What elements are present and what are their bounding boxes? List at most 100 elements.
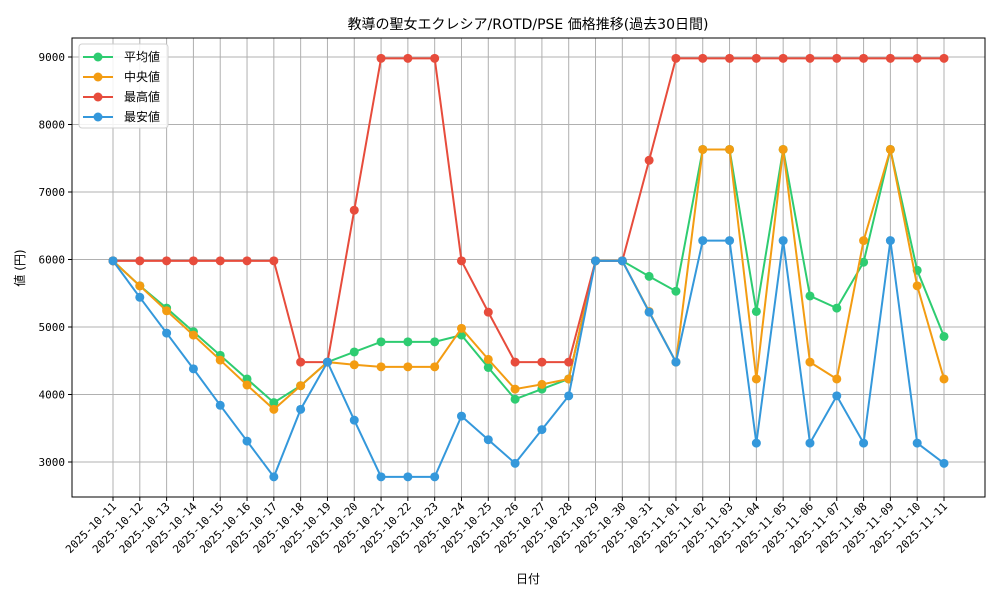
data-point bbox=[135, 281, 145, 291]
legend-item: 最高値 bbox=[83, 89, 160, 104]
data-point bbox=[430, 362, 440, 372]
data-point bbox=[751, 53, 761, 63]
data-point bbox=[430, 53, 440, 63]
data-point bbox=[751, 374, 761, 384]
data-point bbox=[805, 53, 815, 63]
data-point bbox=[617, 256, 627, 266]
data-point bbox=[912, 438, 922, 448]
data-point bbox=[349, 415, 359, 425]
data-point bbox=[912, 53, 922, 63]
data-point bbox=[885, 53, 895, 63]
data-point bbox=[751, 438, 761, 448]
x-axis-ticks: 2025-10-112025-10-122025-10-132025-10-14… bbox=[63, 497, 950, 556]
data-point bbox=[349, 360, 359, 370]
data-point bbox=[510, 458, 520, 468]
data-point bbox=[671, 357, 681, 367]
data-point bbox=[644, 271, 654, 281]
data-point bbox=[671, 53, 681, 63]
data-point bbox=[510, 384, 520, 394]
data-point bbox=[671, 286, 681, 296]
data-point bbox=[537, 425, 547, 435]
legend-label: 最安値 bbox=[124, 109, 160, 124]
data-point bbox=[778, 144, 788, 154]
data-point bbox=[778, 236, 788, 246]
series-line bbox=[108, 236, 949, 482]
data-point bbox=[456, 256, 466, 266]
plot-frame bbox=[71, 37, 986, 498]
legend-item: 最安値 bbox=[83, 109, 160, 124]
data-point bbox=[832, 53, 842, 63]
y-tick-label: 7000 bbox=[39, 186, 66, 199]
data-point bbox=[591, 256, 601, 266]
data-point bbox=[349, 205, 359, 215]
y-tick-label: 9000 bbox=[39, 51, 66, 64]
data-point bbox=[805, 438, 815, 448]
data-point bbox=[162, 256, 172, 266]
data-point bbox=[376, 362, 386, 372]
legend-label: 最高値 bbox=[124, 89, 160, 104]
data-point bbox=[939, 458, 949, 468]
series-line bbox=[108, 144, 949, 414]
series-line bbox=[108, 144, 949, 408]
data-point bbox=[912, 281, 922, 291]
data-point bbox=[269, 256, 279, 266]
data-series bbox=[108, 53, 949, 482]
data-point bbox=[349, 347, 359, 357]
data-point bbox=[376, 53, 386, 63]
data-point bbox=[215, 256, 225, 266]
data-point bbox=[215, 400, 225, 410]
data-point bbox=[859, 438, 869, 448]
legend-item: 平均値 bbox=[83, 49, 160, 64]
chart-title: 教導の聖女エクレシア/ROTD/PSE 価格推移(過去30日間) bbox=[348, 16, 709, 33]
data-point bbox=[832, 391, 842, 401]
data-point bbox=[483, 307, 493, 317]
data-point bbox=[296, 404, 306, 414]
data-point bbox=[403, 53, 413, 63]
legend-label: 平均値 bbox=[124, 49, 160, 64]
data-point bbox=[456, 323, 466, 333]
y-tick-label: 8000 bbox=[39, 119, 66, 132]
data-point bbox=[537, 357, 547, 367]
data-point bbox=[564, 391, 574, 401]
legend-label: 中央値 bbox=[124, 69, 160, 84]
data-point bbox=[188, 256, 198, 266]
y-tick-label: 4000 bbox=[39, 389, 66, 402]
data-point bbox=[698, 53, 708, 63]
data-point bbox=[725, 236, 735, 246]
data-point bbox=[698, 236, 708, 246]
series-line bbox=[108, 53, 949, 367]
data-point bbox=[188, 364, 198, 374]
data-point bbox=[242, 436, 252, 446]
y-tick-label: 6000 bbox=[39, 254, 66, 267]
data-point bbox=[162, 306, 172, 316]
data-point bbox=[269, 472, 279, 482]
data-point bbox=[430, 472, 440, 482]
legend-marker-icon bbox=[93, 52, 103, 62]
data-point bbox=[859, 236, 869, 246]
data-point bbox=[322, 357, 332, 367]
data-point bbox=[296, 381, 306, 391]
data-point bbox=[188, 330, 198, 340]
data-point bbox=[242, 256, 252, 266]
data-point bbox=[805, 291, 815, 301]
legend-box bbox=[78, 43, 169, 129]
data-point bbox=[269, 398, 279, 408]
data-point bbox=[698, 144, 708, 154]
data-point bbox=[537, 379, 547, 389]
data-point bbox=[296, 357, 306, 367]
data-point bbox=[805, 357, 815, 367]
legend-item: 中央値 bbox=[83, 69, 160, 84]
data-point bbox=[376, 472, 386, 482]
data-point bbox=[725, 144, 735, 154]
data-point bbox=[510, 357, 520, 367]
y-tick-label: 3000 bbox=[39, 456, 66, 469]
data-point bbox=[510, 394, 520, 404]
data-point bbox=[483, 354, 493, 364]
data-point bbox=[644, 155, 654, 165]
x-axis-label: 日付 bbox=[516, 572, 540, 586]
legend-marker-icon bbox=[93, 72, 103, 82]
y-tick-label: 5000 bbox=[39, 321, 66, 334]
data-point bbox=[403, 362, 413, 372]
